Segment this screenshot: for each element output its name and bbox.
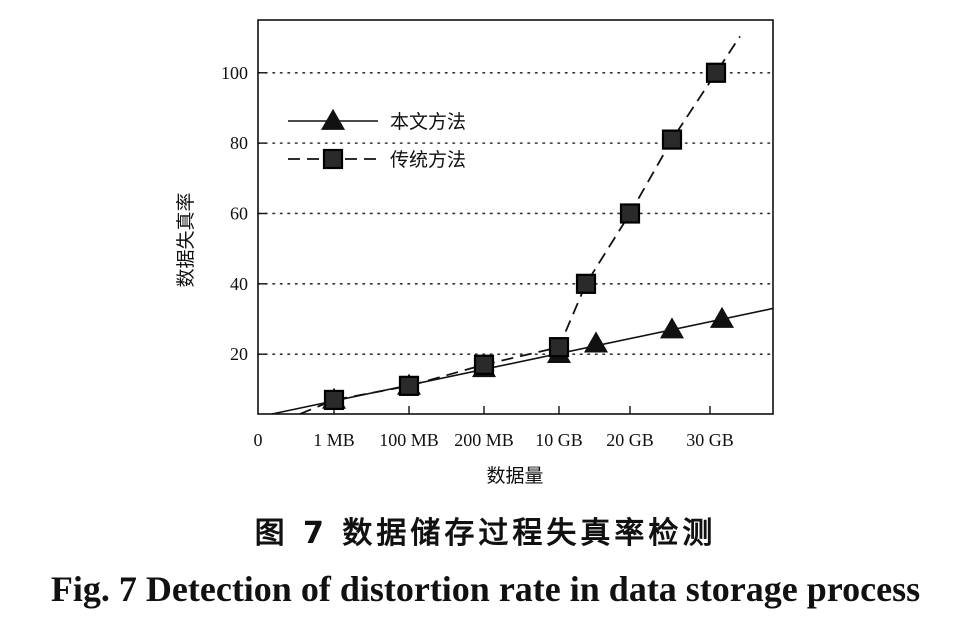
traditional-point-7 [705,62,727,83]
y-tick-label-40: 40 [230,274,248,294]
x-tick-label-5: 20 GB [606,430,654,450]
x-tick-label-6: 30 GB [686,430,734,450]
proposed-point-4 [583,331,609,353]
traditional-point-3 [548,337,570,358]
proposed-point-6 [709,306,735,328]
series-traditional-line [299,35,741,415]
x-axis-ticks: 0 1 MB 100 MB 200 MB 10 GB 20 GB 30 GB [254,406,734,450]
y-axis-title: 数据失真率 [175,192,197,287]
series-traditional-method [299,35,741,415]
legend-label-proposed: 本文方法 [390,111,466,133]
series-layer [271,35,774,415]
x-tick-label-1: 1 MB [313,430,355,450]
x-axis-title: 数据量 [486,465,543,487]
grid-lines [257,71,774,355]
series-proposed-method [271,306,774,415]
traditional-point-6 [661,129,683,150]
proposed-point-5 [659,317,685,339]
figure-caption-english: Fig. 7 Detection of distortion rate in d… [50,569,921,609]
legend-label-traditional: 传统方法 [390,149,466,171]
series-proposed-trend-line [271,307,774,415]
traditional-point-1 [398,375,420,396]
traditional-point-4 [575,273,597,294]
x-tick-label-3: 200 MB [454,430,514,450]
traditional-point-0 [323,389,345,411]
x-tick-label-2: 100 MB [379,430,439,450]
y-axis-ticks: 20 40 60 80 100 [221,63,266,364]
y-tick-label-20: 20 [230,344,248,364]
figure-caption-chinese: 图 7 数据储存过程失真率检测 [254,516,717,551]
x-tick-label-0: 0 [254,430,263,450]
y-tick-label-80: 80 [230,133,248,153]
legend-marker-proposed [320,108,346,130]
legend-marker-traditional [322,148,344,170]
traditional-point-2 [473,354,495,375]
y-tick-label-100: 100 [221,63,248,83]
x-tick-label-4: 10 GB [535,430,583,450]
traditional-point-5 [619,203,641,224]
plot-frame [257,19,774,415]
y-tick-label-60: 60 [230,203,248,223]
distortion-rate-chart: 20 40 60 80 100 0 1 MB 100 MB 200 MB 10 GB 20 GB 3… [175,19,774,487]
